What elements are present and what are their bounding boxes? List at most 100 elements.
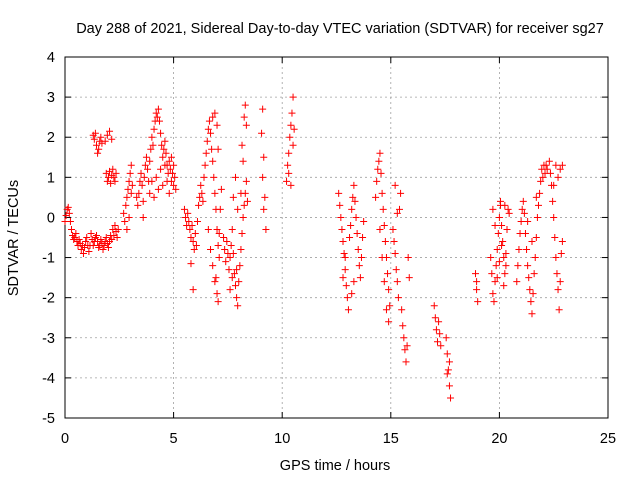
data-point [376, 149, 384, 157]
data-point [287, 181, 295, 189]
data-point [182, 213, 190, 221]
data-point [239, 213, 247, 221]
data-point [260, 153, 268, 161]
data-point [505, 209, 513, 217]
data-point [237, 246, 245, 254]
data-point [241, 101, 249, 109]
data-point [546, 169, 554, 177]
data-point [128, 181, 136, 189]
data-point [190, 246, 198, 254]
y-tick-labels: -5 -4 -3 -2 -1 0 1 2 3 4 [42, 50, 55, 427]
data-point [150, 125, 158, 133]
data-point [340, 250, 348, 258]
data-point [157, 165, 165, 173]
data-point [187, 260, 195, 268]
data-point [349, 193, 357, 201]
data-point [238, 141, 246, 149]
data-point [208, 145, 216, 153]
data-point [493, 274, 501, 282]
data-point [180, 205, 188, 213]
data-point [237, 189, 245, 197]
data-point [242, 177, 250, 185]
data-point [139, 213, 147, 221]
data-point [210, 173, 218, 181]
data-point [385, 286, 393, 294]
data-point [353, 229, 361, 237]
data-point [125, 177, 133, 185]
data-point [283, 177, 291, 185]
data-point [537, 177, 545, 185]
x-tick-label: 15 [383, 431, 399, 447]
data-point [104, 244, 112, 252]
data-points [61, 93, 566, 402]
data-point [89, 242, 97, 250]
data-point [213, 290, 221, 298]
data-point [187, 234, 195, 241]
data-point [341, 254, 349, 262]
data-point [217, 185, 225, 193]
data-point [543, 165, 551, 173]
data-point [351, 197, 359, 205]
data-point [235, 278, 243, 286]
data-point [518, 205, 526, 213]
data-point [139, 197, 147, 205]
data-point [357, 254, 365, 262]
data-point [348, 205, 356, 213]
data-point [553, 270, 561, 278]
data-point [214, 242, 222, 250]
data-point [524, 217, 532, 225]
data-point [521, 229, 529, 237]
y-tick-label: -5 [42, 411, 55, 427]
data-point [261, 193, 269, 201]
data-point [394, 294, 402, 302]
data-point [337, 213, 345, 221]
data-point [200, 173, 208, 181]
data-point [125, 213, 133, 221]
data-point [215, 229, 223, 237]
data-point [356, 274, 364, 282]
data-point [203, 137, 211, 145]
data-point [487, 254, 495, 262]
data-point [65, 209, 73, 217]
data-point [286, 133, 294, 141]
data-point [347, 221, 355, 229]
data-point [393, 278, 401, 286]
data-point [68, 225, 76, 233]
data-point [344, 306, 352, 314]
x-axis-label: GPS time / hours [280, 458, 390, 474]
data-point [189, 286, 197, 294]
data-point [92, 141, 100, 149]
data-point [109, 165, 117, 173]
data-point [395, 205, 403, 213]
data-point [355, 262, 363, 270]
data-point [102, 234, 110, 241]
data-point [549, 197, 557, 205]
data-point [209, 262, 217, 270]
data-point [473, 278, 481, 286]
data-point [526, 286, 534, 294]
data-point [386, 302, 394, 310]
data-point [228, 274, 236, 282]
data-point [285, 149, 293, 157]
data-point [259, 173, 267, 181]
data-point [103, 131, 111, 139]
data-point [226, 286, 234, 294]
data-point [239, 157, 247, 165]
data-point [554, 173, 562, 181]
data-point [154, 185, 162, 193]
data-point [348, 290, 356, 298]
data-point [232, 173, 240, 181]
data-point [163, 177, 171, 185]
data-point [336, 201, 344, 209]
data-point [447, 394, 455, 402]
data-point [389, 225, 397, 233]
data-point [114, 225, 122, 233]
y-tick-label: 2 [47, 130, 55, 146]
y-tick-label: 3 [47, 90, 55, 106]
data-point [90, 135, 98, 143]
data-point [384, 270, 392, 278]
x-tick-label: 5 [170, 431, 178, 447]
data-point [500, 282, 508, 290]
data-point [381, 238, 389, 246]
data-point [532, 234, 540, 241]
